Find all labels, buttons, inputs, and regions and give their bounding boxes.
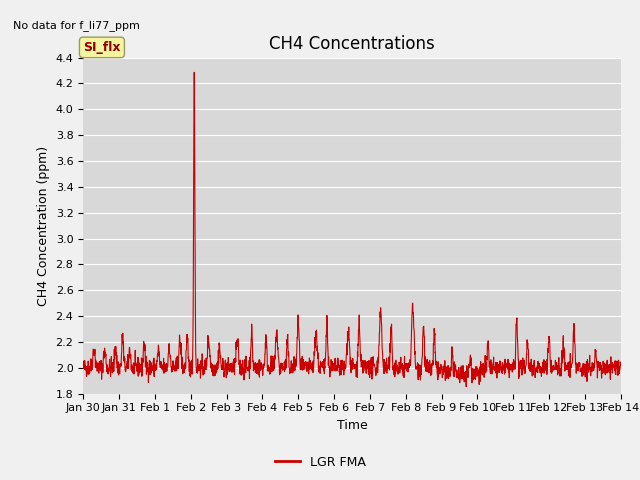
Text: SI_flx: SI_flx <box>83 41 121 54</box>
Title: CH4 Concentrations: CH4 Concentrations <box>269 35 435 53</box>
Text: No data for f_li77_ppm: No data for f_li77_ppm <box>13 20 140 31</box>
X-axis label: Time: Time <box>337 419 367 432</box>
Y-axis label: CH4 Concentration (ppm): CH4 Concentration (ppm) <box>37 145 50 306</box>
Legend: LGR FMA: LGR FMA <box>269 451 371 474</box>
